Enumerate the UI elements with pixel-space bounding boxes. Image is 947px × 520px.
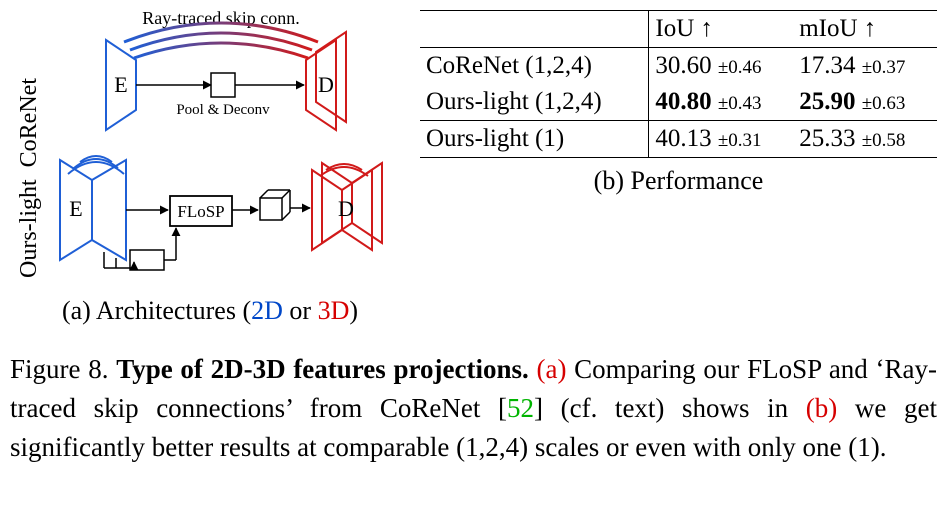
row-iou: 40.80 ±0.43 [649, 84, 793, 121]
diagram-svg-wrap: Ray-traced skip conn. E D Pool & Deconv [46, 10, 410, 290]
iou-header: IoU ↑ [649, 11, 793, 48]
decoder-top-label: D [318, 72, 334, 97]
row-miou: 25.33 ±0.58 [793, 121, 937, 158]
pool-deconv-box [211, 73, 235, 97]
miou-header: mIoU ↑ [793, 11, 937, 48]
row-name: CoReNet (1,2,4) [420, 48, 649, 85]
caption-b: (b) Performance [420, 166, 937, 196]
table-header-row: IoU ↑ mIoU ↑ [420, 11, 937, 48]
encoder-bot-label: E [69, 196, 82, 221]
figure-top-row: Ours-light CoReNet Ray-traced skip conn. [10, 10, 937, 326]
fig-b-marker: (b) [806, 393, 837, 423]
row-iou: 40.13 ±0.31 [649, 121, 793, 158]
row-miou: 25.90 ±0.63 [793, 84, 937, 121]
architecture-svg: Ray-traced skip conn. E D Pool & Deconv [46, 10, 396, 290]
fig-prefix: Figure 8. [10, 354, 116, 384]
table-row: Ours-light (1) 40.13 ±0.31 25.33 ±0.58 [420, 121, 937, 158]
row-miou: 17.34 ±0.37 [793, 48, 937, 85]
ray-label: Ray-traced skip conn. [142, 10, 299, 28]
fig-seg2: ] (cf. text) shows in [534, 393, 806, 423]
decoder2d-bot [92, 160, 126, 260]
row-name: Ours-light (1) [420, 121, 649, 158]
rot-label-corenet: Ours-light CoReNet [16, 78, 43, 278]
table-row: Ours-light (1,2,4) 40.80 ±0.43 25.90 ±0.… [420, 84, 937, 121]
ray-arc-3 [134, 43, 308, 58]
cube-inter [260, 190, 290, 220]
row-name: Ours-light (1,2,4) [420, 84, 649, 121]
tap-box [130, 250, 164, 270]
caption-a: (a) Architectures (2D or 3D) [10, 296, 410, 326]
performance-panel: IoU ↑ mIoU ↑ CoReNet (1,2,4) 30.60 ±0.46… [410, 10, 937, 196]
fig-bold: Type of 2D-3D features projections. [116, 354, 529, 384]
figure-caption: Figure 8. Type of 2D-3D features project… [10, 350, 937, 467]
decoder-bot-label: D [338, 196, 354, 221]
architectures-panel: Ours-light CoReNet Ray-traced skip conn. [10, 10, 410, 326]
fig-cite: 52 [507, 393, 534, 423]
fig-a-marker: (a) [536, 354, 566, 384]
blue-arc3 [68, 162, 124, 174]
performance-table: IoU ↑ mIoU ↑ CoReNet (1,2,4) 30.60 ±0.46… [420, 10, 937, 158]
pool-deconv-label: Pool & Deconv [176, 102, 270, 118]
row-iou: 30.60 ±0.46 [649, 48, 793, 85]
encoder-top-label: E [114, 72, 127, 97]
table-row: CoReNet (1,2,4) 30.60 ±0.46 17.34 ±0.37 [420, 48, 937, 85]
flosp-label: FLoSP [177, 202, 224, 221]
